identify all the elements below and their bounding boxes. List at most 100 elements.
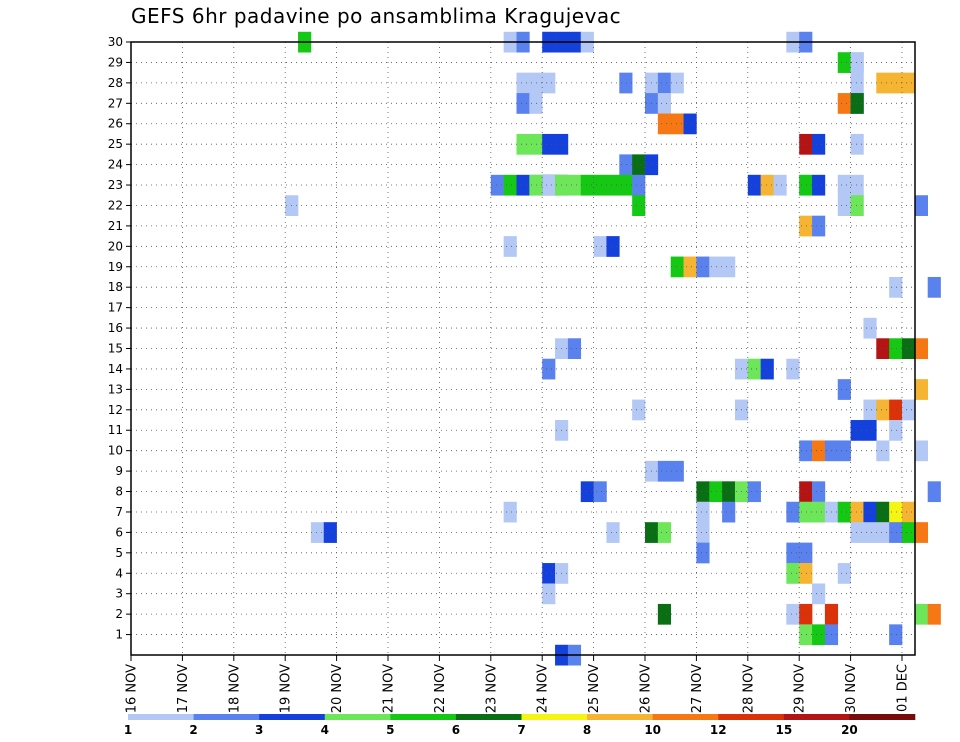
heatmap-cell [837, 379, 851, 400]
heatmap-cell [657, 113, 671, 135]
legend-swatch [455, 714, 522, 720]
heatmap-cell [876, 399, 890, 421]
y-tick-label: 21 [108, 219, 123, 233]
y-tick-label: 5 [115, 546, 123, 560]
heatmap-cell [799, 481, 813, 503]
y-tick-label: 22 [108, 198, 123, 212]
heatmap-cell [850, 133, 864, 155]
legend-label: 8 [583, 723, 591, 737]
x-tick-label: 17 NOV [176, 664, 191, 713]
heatmap-cell [799, 542, 813, 564]
heatmap-cell [799, 603, 813, 625]
heatmap-cell [786, 563, 800, 584]
heatmap-cell [799, 501, 813, 523]
heatmap-cell [516, 174, 530, 196]
heatmap-cell [760, 174, 774, 196]
y-tick-label: 3 [115, 587, 123, 601]
y-tick-label: 17 [108, 301, 123, 315]
heatmap-cell [889, 72, 903, 94]
heatmap-cell [542, 174, 556, 196]
heatmap-cell [863, 522, 877, 543]
y-tick-label: 7 [115, 505, 123, 519]
legend-swatch [718, 714, 785, 720]
legend-label: 7 [517, 723, 525, 737]
heatmap-cell [902, 399, 916, 421]
heatmap-cell [902, 522, 916, 543]
heatmap-cell [837, 440, 851, 462]
legend-label: 3 [255, 723, 263, 737]
heatmap-cell [542, 563, 556, 584]
legend-swatch [783, 714, 850, 720]
y-tick-label: 13 [108, 382, 123, 396]
x-tick-label: 22 NOV [433, 664, 448, 713]
heatmap-cell [529, 72, 543, 94]
legend-label: 1 [124, 723, 132, 737]
y-tick-label: 12 [108, 403, 123, 417]
x-tick-label: 01 DEC [896, 664, 911, 712]
y-tick-label: 29 [108, 55, 123, 69]
heatmap-cell [889, 276, 903, 298]
heatmap-cell [812, 133, 826, 155]
heatmap-cell [606, 174, 620, 196]
heatmap-cell [837, 52, 851, 73]
x-tick-label: 24 NOV [536, 664, 551, 713]
x-tick-label: 20 NOV [330, 664, 345, 713]
heatmap-cell [747, 481, 761, 503]
y-tick-label: 11 [108, 423, 123, 437]
heatmap-cell [657, 93, 671, 114]
y-tick-label: 28 [108, 76, 123, 90]
heatmap-cell [773, 174, 787, 196]
legend-label: 12 [710, 723, 727, 737]
heatmap-cell [799, 174, 813, 196]
heatmap-cell [323, 522, 337, 543]
heatmap-cell [670, 72, 684, 94]
heatmap-cell [837, 195, 851, 216]
chart-title: GEFS 6hr padavine po ansamblima Kragujev… [131, 4, 622, 28]
x-tick-label: 29 NOV [793, 664, 808, 713]
heatmap-cell [516, 72, 530, 94]
heatmap-cell [503, 236, 517, 257]
heatmap-cell [902, 501, 916, 523]
y-tick-label: 23 [108, 178, 123, 192]
legend-label: 5 [386, 723, 394, 737]
y-tick-label: 14 [108, 362, 123, 376]
y-tick-label: 27 [108, 96, 123, 110]
legend-swatch [587, 714, 653, 720]
heatmap-cell [863, 399, 877, 421]
heatmap-cell [812, 440, 826, 462]
heatmap-cell [567, 338, 582, 360]
heatmap-cell [696, 256, 710, 278]
heatmap-cell [850, 195, 864, 216]
heatmap-cell [670, 113, 684, 135]
heatmap-cell [747, 358, 761, 380]
heatmap-cell [529, 93, 543, 114]
heatmap-cell [799, 440, 813, 462]
heatmap-cell [657, 603, 671, 625]
y-tick-label: 15 [108, 342, 123, 356]
heatmap-cell [747, 174, 761, 196]
heatmap-cell [503, 174, 517, 196]
heatmap-cell [863, 501, 877, 523]
heatmap-cell [850, 501, 864, 523]
heatmap-cell [722, 501, 736, 523]
y-tick-label: 9 [115, 464, 123, 478]
x-tick-label: 21 NOV [382, 664, 397, 713]
heatmap-cell [722, 256, 736, 278]
heatmap-cell [683, 113, 697, 135]
y-tick-label: 1 [115, 628, 123, 642]
heatmap-cell [914, 522, 928, 543]
heatmap-cell [889, 501, 903, 523]
heatmap-cell [876, 522, 890, 543]
heatmap-cell [812, 624, 826, 646]
heatmap-cell [786, 358, 800, 380]
legend-label: 2 [189, 723, 197, 737]
x-tick-label: 28 NOV [741, 664, 756, 713]
heatmap-cell [760, 358, 774, 380]
heatmap-cell [863, 317, 877, 339]
heatmap-cell [670, 256, 684, 278]
y-tick-label: 2 [115, 607, 123, 621]
heatmap-cell [593, 236, 607, 257]
heatmap-cell [876, 440, 890, 462]
heatmap-cell [542, 358, 556, 380]
